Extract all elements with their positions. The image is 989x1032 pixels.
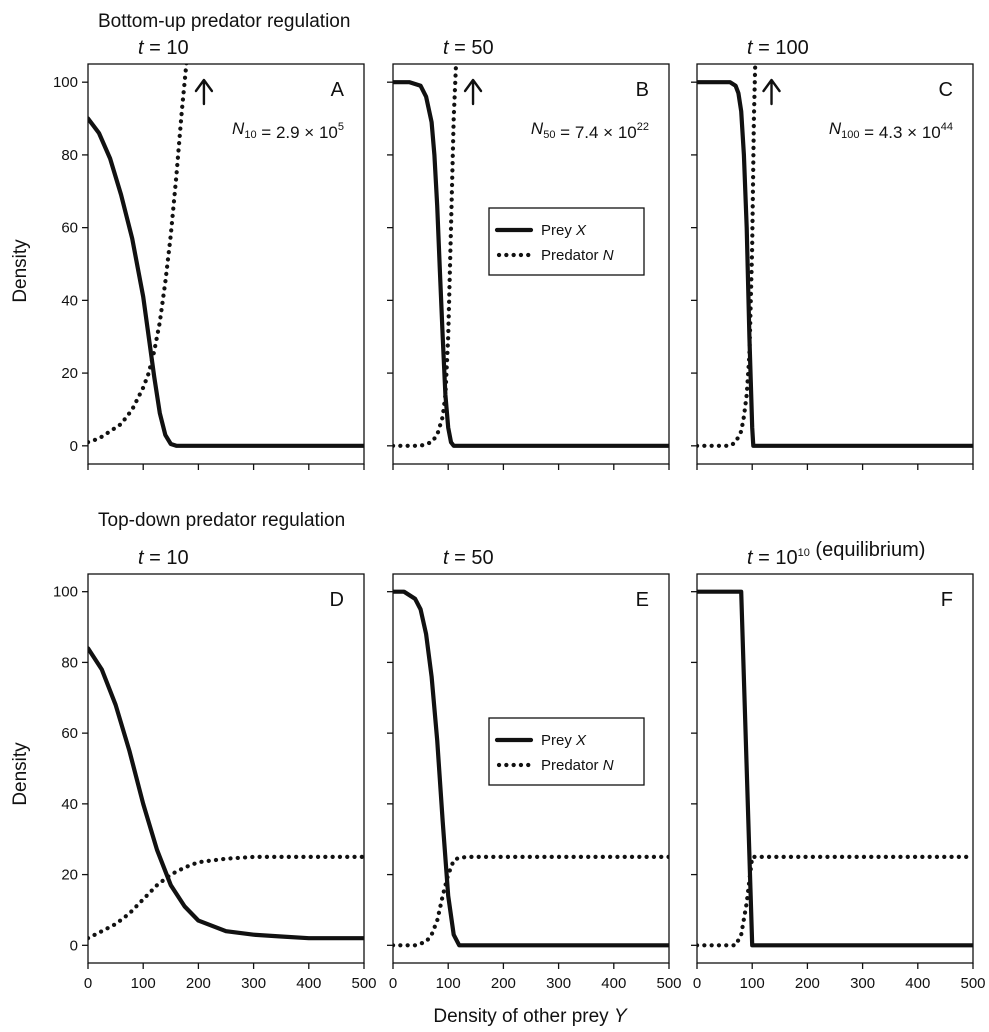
panel-c: t = 100 C N100 = 4.3 × 1044 — [691, 37, 974, 470]
ytick-label-a-0: 0 — [70, 438, 78, 455]
plot-frame-e — [392, 573, 670, 964]
panel-title-e: t = 50 — [443, 547, 494, 569]
up-arrow-icon — [463, 78, 483, 106]
legend-e: Prey X Predator N — [488, 717, 645, 786]
ytick-label-d-0: 0 — [70, 937, 78, 954]
legend-prey-label: Prey X — [541, 732, 587, 749]
panel-d: 0 20 40 60 80 100 0 100 200 300 400 500 t = 10 D — [53, 547, 377, 992]
predator-n-line-d — [88, 854, 364, 941]
xtick-label-d-400: 400 — [296, 975, 321, 992]
panel-title-b: t = 50 — [443, 37, 494, 59]
ytick-label-d-40: 40 — [61, 796, 78, 813]
prey-x-line-d — [88, 646, 364, 941]
xtick-label-f-300: 300 — [850, 975, 875, 992]
xlabel-text: Density of other prey Y — [433, 1006, 628, 1027]
panel-e: 0 100 200 300 400 500 t = 50 E Prey X Predator N — [387, 547, 682, 992]
plot-frame-b — [392, 63, 670, 465]
annotation-c: N100 = 4.3 × 1044 — [829, 119, 953, 142]
ytick-label-a-20: 20 — [61, 365, 78, 382]
xtick-label-e-300: 300 — [546, 975, 571, 992]
xtick-label-d-500: 500 — [351, 975, 376, 992]
section-title-bottom-up: Bottom-up predator regulation — [98, 11, 350, 32]
xtick-label-f-400: 400 — [905, 975, 930, 992]
prey-x-line-a — [88, 116, 364, 448]
prey-x-line-e — [393, 589, 669, 948]
up-arrow-icon — [194, 78, 214, 106]
panel-letter-a: A — [331, 79, 345, 101]
plot-frame-d — [87, 573, 365, 964]
ylabel-bottom: Density — [10, 742, 31, 806]
prey-x-line-b — [393, 80, 669, 448]
xtick-label-e-0: 0 — [389, 975, 397, 992]
legend-box — [488, 717, 645, 786]
panel-b: t = 50 B N50 = 7.4 × 1022 Prey X Predator N — [387, 37, 670, 470]
panel-f: 0 100 200 300 400 500 t = 1010 (equilibrium) F — [691, 539, 986, 992]
predator-n-line-a — [88, 64, 189, 445]
plot-frame-c — [696, 63, 974, 465]
ytick-label-a-40: 40 — [61, 292, 78, 309]
panel-letter-d: D — [330, 589, 344, 611]
xtick-label-f-0: 0 — [693, 975, 701, 992]
ytick-label-d-60: 60 — [61, 725, 78, 742]
xtick-label-f-200: 200 — [795, 975, 820, 992]
plot-frame-f — [696, 573, 974, 964]
ytick-label-d-80: 80 — [61, 654, 78, 671]
xtick-label-e-200: 200 — [491, 975, 516, 992]
xtick-label-d-0: 0 — [84, 975, 92, 992]
panels: 0 20 40 60 80 100 t = 10 A N10 = 2.9 × 105 t = 50… — [53, 37, 986, 992]
panel-title-c: t = 100 — [747, 37, 809, 59]
legend-prey-label: Prey X — [541, 222, 587, 239]
panel-letter-f: F — [941, 589, 953, 611]
panel-title-f: t = 1010 (equilibrium) — [747, 539, 925, 569]
panel-letter-b: B — [636, 79, 649, 101]
ytick-label-a-80: 80 — [61, 147, 78, 164]
panel-letter-c: C — [939, 79, 953, 101]
ytick-label-a-100: 100 — [53, 74, 78, 91]
xtick-label-e-500: 500 — [656, 975, 681, 992]
annotation-b: N50 = 7.4 × 1022 — [531, 119, 649, 142]
xtick-label-d-100: 100 — [131, 975, 156, 992]
ytick-label-a-60: 60 — [61, 220, 78, 237]
ytick-label-d-100: 100 — [53, 584, 78, 601]
prey-x-line-f — [697, 589, 973, 948]
up-arrow-icon — [762, 78, 781, 106]
prey-x-line-c — [697, 80, 973, 448]
legend-predator-label: Predator N — [541, 757, 614, 774]
panel-letter-e: E — [636, 589, 649, 611]
predator-n-line-b — [393, 64, 459, 448]
xtick-label-e-400: 400 — [601, 975, 626, 992]
ylabel-top: Density — [10, 239, 31, 303]
predator-n-line-c — [697, 64, 758, 448]
xtick-label-f-500: 500 — [960, 975, 985, 992]
panel-a: 0 20 40 60 80 100 t = 10 A N10 = 2.9 × 105 — [53, 37, 365, 470]
plot-frame-a — [87, 63, 365, 465]
panel-title-d: t = 10 — [138, 547, 189, 569]
legend-box — [488, 207, 645, 276]
legend-b: Prey X Predator N — [488, 207, 645, 276]
annotation-a: N10 = 2.9 × 105 — [232, 119, 344, 142]
xtick-label-d-300: 300 — [241, 975, 266, 992]
xtick-label-d-200: 200 — [186, 975, 211, 992]
xtick-label-e-100: 100 — [436, 975, 461, 992]
xtick-label-f-100: 100 — [740, 975, 765, 992]
legend-predator-label: Predator N — [541, 247, 614, 264]
section-title-top-down: Top-down predator regulation — [98, 510, 345, 531]
ytick-label-d-20: 20 — [61, 867, 78, 884]
predator-n-line-e — [393, 854, 669, 948]
predator-n-line-f — [697, 854, 973, 948]
panel-title-a: t = 10 — [138, 37, 189, 59]
xlabel: Density of other prey Y — [433, 1006, 628, 1027]
